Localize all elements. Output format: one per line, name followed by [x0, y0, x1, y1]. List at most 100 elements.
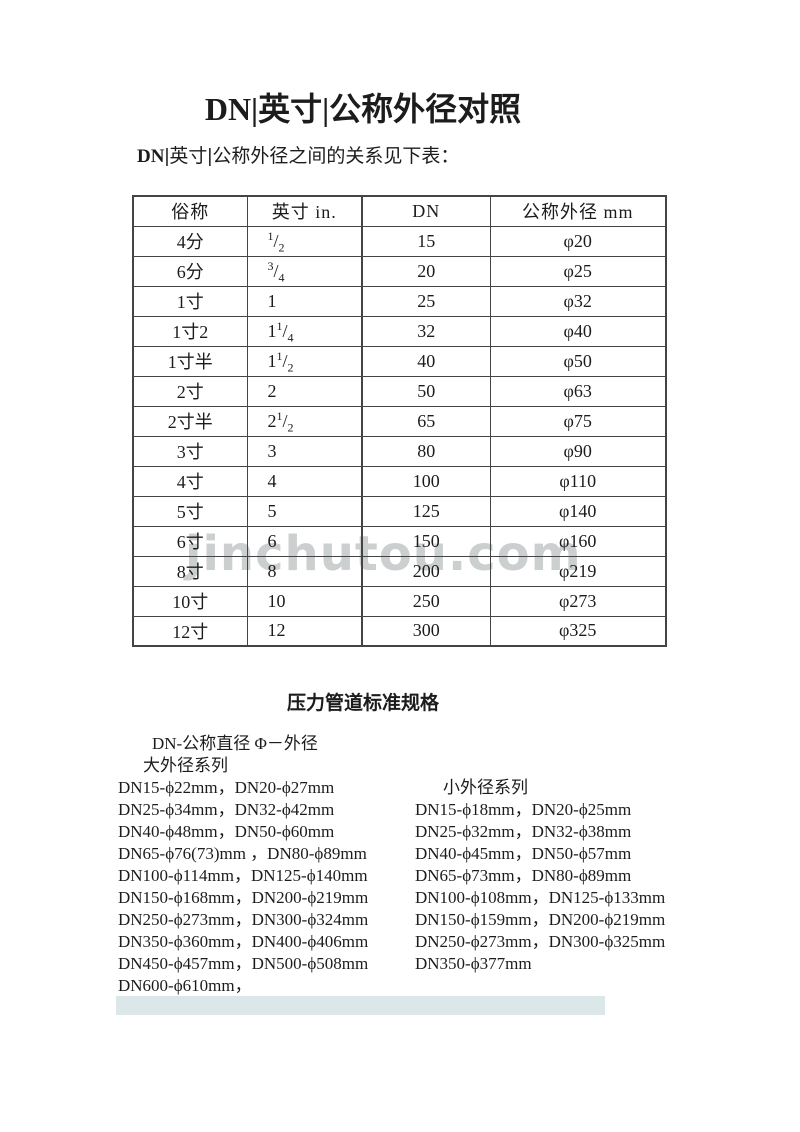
- cell-common-name: 4寸: [132, 465, 248, 497]
- table-header-cell: DN: [361, 195, 491, 227]
- cell-common-name: 10寸: [132, 585, 248, 617]
- cell-inch-value: 1: [246, 285, 363, 317]
- table-row: 2寸半 21/2 65 φ75: [132, 405, 667, 437]
- table-row: 6寸 6 150 φ160: [132, 525, 667, 557]
- cell-dn-value: 125: [361, 495, 491, 527]
- table-row: 5寸 5 125 φ140: [132, 495, 667, 527]
- cell-outer-diameter-value: φ90: [489, 435, 667, 467]
- subtitle: DN|英寸|公称外径之间的关系见下表：: [137, 144, 800, 170]
- cell-dn-value: 65: [361, 405, 491, 437]
- cell-dn-value: 40: [361, 345, 491, 377]
- cell-outer-diameter-value: φ219: [489, 555, 667, 587]
- small-od-series-list: 小外径系列 DN15-ϕ18mm，DN20-ϕ25mm DN25-ϕ32mm，DN…: [415, 777, 800, 975]
- legend-note: DN-公称直径 Φ－外径: [152, 734, 318, 753]
- large-od-series-item: DN15-ϕ22mm，DN20-ϕ27mm: [118, 778, 335, 797]
- small-od-series-title: 小外径系列: [443, 778, 528, 797]
- cell-inch-value: 5: [246, 495, 363, 527]
- cell-inch-value: 2: [246, 375, 363, 407]
- table-header-cell: 英寸 in.: [246, 195, 363, 227]
- table-row: 1寸半 11/2 40 φ50: [132, 345, 667, 377]
- large-od-series-item: DN350-ϕ360mm，DN400-ϕ406mm: [118, 932, 369, 951]
- large-od-series-item: DN450-ϕ457mm，DN500-ϕ508mm: [118, 954, 369, 973]
- large-od-series-item: DN600-ϕ610mm，: [118, 976, 252, 995]
- table-header-cell: 公称外径 mm: [489, 195, 667, 227]
- cell-dn-value: 32: [361, 315, 491, 347]
- cell-inch-value: 8: [246, 555, 363, 587]
- cell-dn-value: 100: [361, 465, 491, 497]
- cell-common-name: 1寸2: [132, 315, 248, 347]
- cell-dn-value: 15: [361, 225, 491, 257]
- large-od-series-item: DN40-ϕ48mm，DN50-ϕ60mm: [118, 822, 335, 841]
- cell-dn-value: 20: [361, 255, 491, 287]
- footer-highlight-bar: [116, 996, 605, 1015]
- table-header-cell: 俗称: [132, 195, 248, 227]
- large-od-series-item: DN100-ϕ114mm，DN125-ϕ140mm: [118, 866, 368, 885]
- table-row: 6分 3/4 20 φ25: [132, 255, 667, 287]
- table-row: 1寸 1 25 φ32: [132, 285, 667, 317]
- cell-outer-diameter-value: φ325: [489, 615, 667, 647]
- small-od-series-item: DN150-ϕ159mm，DN200-ϕ219mm: [415, 910, 666, 929]
- cell-outer-diameter-value: φ20: [489, 225, 667, 257]
- large-od-series-list: DN15-ϕ22mm，DN20-ϕ27mm DN25-ϕ34mm，DN32-ϕ42…: [118, 777, 415, 997]
- cell-common-name: 6寸: [132, 525, 248, 557]
- cell-dn-value: 50: [361, 375, 491, 407]
- cell-inch-value: 10: [246, 585, 363, 617]
- small-od-series-item: DN25-ϕ32mm，DN32-ϕ38mm: [415, 822, 632, 841]
- large-od-series-item: DN25-ϕ34mm，DN32-ϕ42mm: [118, 800, 335, 819]
- table-row: 4分 1/2 15 φ20: [132, 225, 667, 257]
- cell-dn-value: 200: [361, 555, 491, 587]
- cell-common-name: 8寸: [132, 555, 248, 587]
- cell-inch-value: 6: [246, 525, 363, 557]
- cell-outer-diameter-value: φ75: [489, 405, 667, 437]
- cell-common-name: 12寸: [132, 615, 248, 647]
- series-columns: DN15-ϕ22mm，DN20-ϕ27mm DN25-ϕ34mm，DN32-ϕ42…: [118, 777, 800, 997]
- cell-inch-value: 1/2: [246, 225, 363, 257]
- large-od-series-item: DN150-ϕ168mm，DN200-ϕ219mm: [118, 888, 369, 907]
- cell-dn-value: 300: [361, 615, 491, 647]
- small-od-series-item: DN40-ϕ45mm，DN50-ϕ57mm: [415, 844, 632, 863]
- cell-common-name: 2寸: [132, 375, 248, 407]
- cell-inch-value: 4: [246, 465, 363, 497]
- cell-outer-diameter-value: φ63: [489, 375, 667, 407]
- cell-inch-value: 21/2: [246, 405, 363, 437]
- large-od-series-item: DN250-ϕ273mm，DN300-ϕ324mm: [118, 910, 369, 929]
- cell-inch-value: 11/2: [246, 345, 363, 377]
- cell-common-name: 2寸半: [132, 405, 248, 437]
- table-row: 4寸 4 100 φ110: [132, 465, 667, 497]
- cell-common-name: 5寸: [132, 495, 248, 527]
- cell-outer-diameter-value: φ140: [489, 495, 667, 527]
- cell-inch-value: 12: [246, 615, 363, 647]
- table-header-row: 俗称 英寸 in. DN 公称外径 mm: [132, 195, 667, 227]
- table-row: 8寸 8 200 φ219: [132, 555, 667, 587]
- page-title: DN|英寸|公称外径对照: [204, 91, 522, 127]
- cell-inch-value: 3/4: [246, 255, 363, 287]
- table-row: 1寸2 11/4 32 φ40: [132, 315, 667, 347]
- cell-dn-value: 250: [361, 585, 491, 617]
- subtitle-prefix: DN: [137, 146, 165, 167]
- cell-common-name: 1寸: [132, 285, 248, 317]
- subtitle-rest: |英寸|公称外径之间的关系见下表：: [164, 146, 460, 167]
- cell-common-name: 6分: [132, 255, 248, 287]
- cell-common-name: 3寸: [132, 435, 248, 467]
- cell-common-name: 1寸半: [132, 345, 248, 377]
- cell-outer-diameter-value: φ25: [489, 255, 667, 287]
- cell-outer-diameter-value: φ273: [489, 585, 667, 617]
- cell-outer-diameter-value: φ32: [489, 285, 667, 317]
- section-heading: 压力管道标准规格: [286, 693, 439, 714]
- small-od-series-item: DN15-ϕ18mm，DN20-ϕ25mm: [415, 800, 632, 819]
- table-row: 10寸 10 250 φ273: [132, 585, 667, 617]
- cell-inch-value: 3: [246, 435, 363, 467]
- table-row: 12寸 12 300 φ325: [132, 615, 667, 647]
- small-od-series-item: DN350-ϕ377mm: [415, 954, 532, 973]
- cell-inch-value: 11/4: [246, 315, 363, 347]
- cell-outer-diameter-value: φ160: [489, 525, 667, 557]
- small-od-series-item: DN250-ϕ273mm，DN300-ϕ325mm: [415, 932, 666, 951]
- small-od-series-item: DN65-ϕ73mm，DN80-ϕ89mm: [415, 866, 632, 885]
- table-row: 3寸 3 80 φ90: [132, 435, 667, 467]
- cell-outer-diameter-value: φ40: [489, 315, 667, 347]
- cell-outer-diameter-value: φ50: [489, 345, 667, 377]
- small-od-series-item: DN100-ϕ108mm，DN125-ϕ133mm: [415, 888, 666, 907]
- table-row: 2寸 2 50 φ63: [132, 375, 667, 407]
- cell-common-name: 4分: [132, 225, 248, 257]
